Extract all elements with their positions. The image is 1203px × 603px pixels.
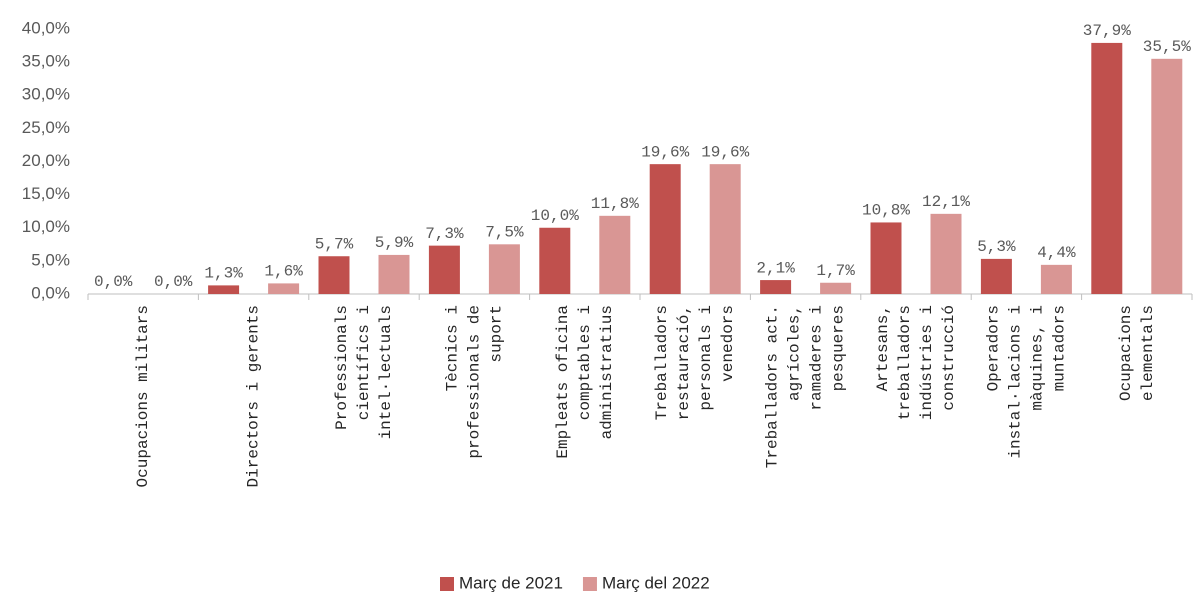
y-tick-label: 30,0% [22,85,70,104]
data-label: 11,8% [591,195,639,213]
bar [268,283,300,294]
x-tick-label: Artesans, treballadors indústries i constru… [874,305,958,420]
y-tick-label: 35,0% [22,52,70,71]
bar [1091,42,1123,294]
bar [760,280,792,294]
legend-swatch [582,577,597,591]
bar [378,254,410,294]
bar [428,245,460,294]
x-tick-label: Empleats oficina comptables i administrati… [554,305,616,459]
data-label: 35,5% [1143,38,1191,56]
data-label: 5,3% [977,238,1016,256]
legend-swatch [440,577,454,591]
x-tick-label: Treballadors act. agrícoles, ramaderes i pe… [764,305,848,468]
bar [1040,264,1072,294]
data-label: 7,5% [485,224,524,242]
data-label: 4,4% [1037,244,1076,262]
data-label: 1,6% [264,263,303,281]
data-label: 10,0% [531,207,579,225]
y-tick-label: 40,0% [22,18,70,37]
bar [208,285,240,294]
y-tick-label: 20,0% [22,151,70,170]
x-tick-label: Directors i gerents [245,305,263,487]
legend-label: Març de 2021 [459,573,563,592]
data-label: 12,1% [922,193,970,211]
data-label: 10,8% [862,202,910,220]
bar [709,164,741,294]
bar [980,258,1012,294]
bar [1151,58,1183,294]
data-label: 0,0% [154,273,193,291]
x-tick-label: Professionals científics i intel·lectuals [333,305,395,439]
data-label: 19,6% [701,143,749,161]
bar [649,164,681,294]
bar [870,222,902,294]
bar [930,213,962,294]
x-tick-label: Ocupacions elementals [1117,305,1157,401]
legend-label: Març del 2022 [602,573,710,592]
bar [820,282,852,294]
data-label: 5,7% [315,235,354,253]
data-label: 1,7% [816,262,855,280]
bar [599,215,631,294]
data-label: 1,3% [204,265,243,283]
data-label: 19,6% [641,143,689,161]
data-label: 0,0% [94,273,133,291]
x-tick-label: Treballadors restauració, personals i vened… [653,305,737,420]
y-tick-label: 10,0% [22,217,70,236]
x-tick-label: Operadors instal·lacions i màquines, i munt… [985,305,1069,459]
x-tick-label: Ocupacions militars [134,305,152,487]
data-label: 5,9% [375,234,414,252]
bar [539,227,571,294]
bar [318,256,350,294]
y-tick-label: 5,0% [31,250,70,269]
x-tick-label: Tècnics i professionals de suport [444,305,506,459]
data-label: 7,3% [425,225,464,243]
y-tick-label: 25,0% [22,118,70,137]
y-tick-label: 0,0% [31,283,70,302]
bar [488,244,520,294]
data-label: 2,1% [756,259,795,277]
y-tick-label: 15,0% [22,184,70,203]
data-label: 37,9% [1083,22,1131,40]
